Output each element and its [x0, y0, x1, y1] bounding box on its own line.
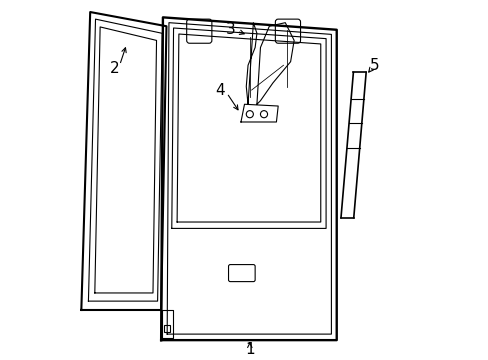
FancyBboxPatch shape — [186, 19, 211, 43]
Text: 5: 5 — [369, 58, 379, 73]
Bar — [164, 325, 170, 332]
Text: 1: 1 — [244, 342, 254, 357]
Text: 3: 3 — [225, 22, 235, 37]
Text: 4: 4 — [214, 82, 224, 98]
Text: 2: 2 — [110, 61, 120, 76]
FancyBboxPatch shape — [228, 265, 255, 282]
FancyBboxPatch shape — [275, 19, 300, 43]
